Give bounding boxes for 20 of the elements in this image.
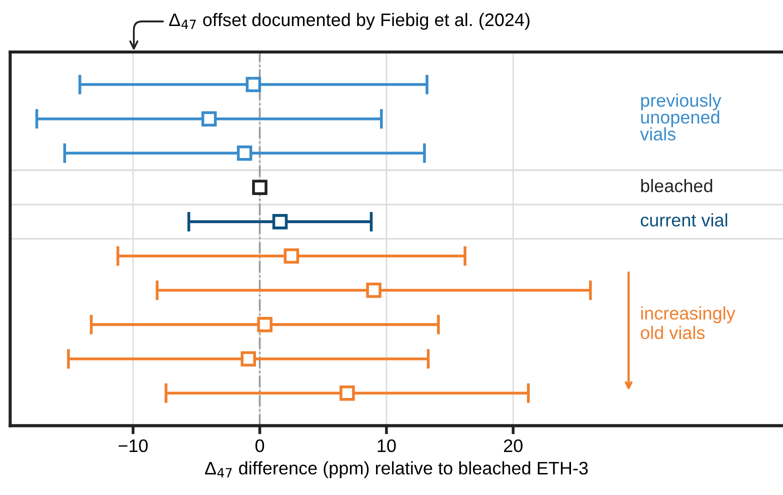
point [340,385,355,401]
text: current vial [640,213,728,227]
text: bleached [641,178,712,192]
x-tick-label: 20 [504,439,522,452]
point [236,145,252,161]
text: increasingly old vials [640,306,736,340]
x-tick-label: 10 [378,439,396,452]
point [201,111,217,126]
point [366,282,382,298]
point [240,351,256,366]
point [272,214,288,230]
text: Δ$_{47}$ offset documented by Fiebig et al. (2024) [169,12,530,30]
x-tick-label: −10 [118,439,148,452]
x-axis-title: Δ$_{47}$ difference (ppm) relative to bleached ETH-3 [205,461,588,478]
x-tick-label: 0 [255,439,264,452]
point [257,316,272,332]
text: previously unopened vials [640,94,722,141]
point [246,76,262,92]
point [252,180,268,196]
point [284,248,300,264]
